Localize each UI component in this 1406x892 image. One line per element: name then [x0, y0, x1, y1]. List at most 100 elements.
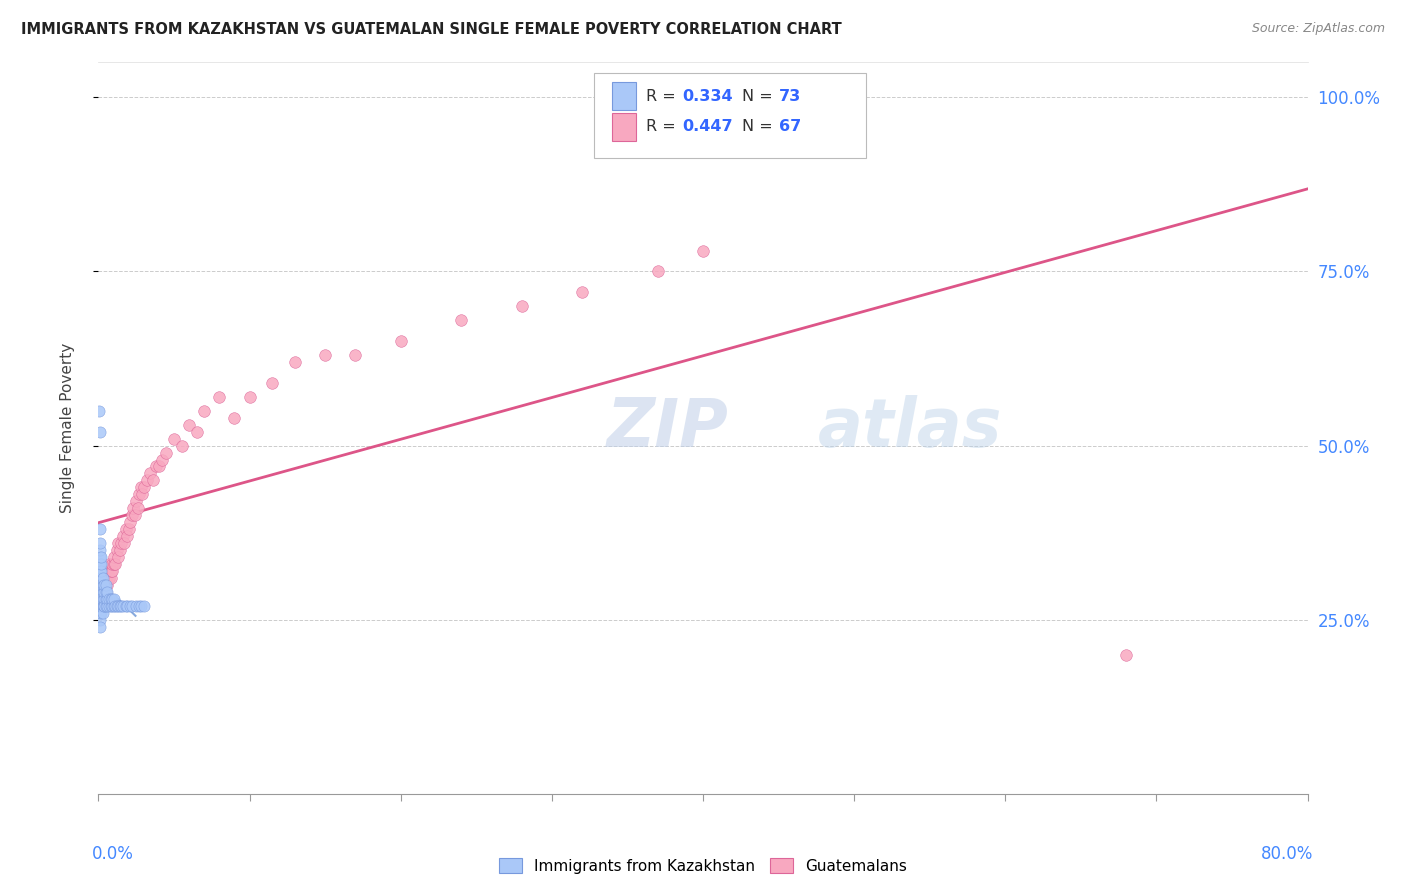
Point	[90, 578, 112, 592]
Point	[94, 585, 117, 599]
Text: Source: ZipAtlas.com: Source: ZipAtlas.com	[1251, 22, 1385, 36]
Point	[112, 536, 135, 550]
Point	[105, 599, 128, 613]
Point	[89, 606, 111, 620]
Point	[89, 557, 111, 571]
Point	[98, 599, 121, 613]
Point	[103, 599, 125, 613]
Point	[89, 571, 111, 585]
Point	[224, 410, 246, 425]
Point	[93, 585, 115, 599]
Point	[96, 599, 118, 613]
Point	[91, 578, 114, 592]
Point	[89, 585, 111, 599]
Point	[93, 578, 115, 592]
Point	[89, 536, 111, 550]
Point	[91, 591, 114, 606]
Text: 80.0%: 80.0%	[1261, 845, 1313, 863]
Point	[132, 480, 155, 494]
Point	[90, 591, 112, 606]
Point	[150, 452, 173, 467]
Text: N =: N =	[742, 88, 778, 103]
Point	[98, 591, 121, 606]
Point	[94, 571, 117, 585]
Text: R =: R =	[647, 88, 681, 103]
Point	[101, 564, 124, 578]
Point	[91, 599, 114, 613]
Point	[122, 501, 145, 516]
Point	[89, 543, 111, 558]
FancyBboxPatch shape	[613, 82, 637, 110]
Point	[94, 585, 117, 599]
Point	[131, 487, 153, 501]
Text: atlas: atlas	[818, 395, 1002, 461]
Point	[98, 571, 121, 585]
Text: 73: 73	[779, 88, 801, 103]
Point	[94, 599, 117, 613]
Point	[344, 348, 367, 362]
Point	[108, 543, 131, 558]
Point	[124, 508, 146, 523]
Point	[100, 591, 122, 606]
Point	[91, 571, 114, 585]
Point	[96, 585, 118, 599]
Point	[208, 390, 231, 404]
Point	[107, 536, 129, 550]
Text: N =: N =	[742, 120, 778, 135]
Point	[132, 599, 155, 613]
Point	[90, 564, 112, 578]
Point	[104, 557, 127, 571]
Point	[96, 578, 118, 592]
Point	[91, 585, 114, 599]
Point	[104, 599, 127, 613]
Point	[145, 459, 167, 474]
Point	[127, 501, 149, 516]
Point	[93, 591, 115, 606]
Point	[90, 585, 112, 599]
Point	[89, 591, 111, 606]
Point	[179, 417, 201, 432]
Y-axis label: Single Female Poverty: Single Female Poverty	[60, 343, 75, 513]
Point	[103, 557, 125, 571]
Point	[91, 578, 114, 592]
Point	[89, 564, 111, 578]
Text: R =: R =	[647, 120, 681, 135]
Point	[129, 599, 152, 613]
Point	[89, 613, 111, 627]
Point	[89, 549, 111, 564]
Point	[90, 571, 112, 585]
Point	[121, 599, 143, 613]
Point	[93, 578, 115, 592]
Point	[125, 599, 148, 613]
Point	[110, 599, 132, 613]
Point	[284, 355, 307, 369]
Point	[90, 591, 112, 606]
Point	[89, 599, 111, 613]
Point	[128, 487, 150, 501]
Point	[90, 557, 112, 571]
FancyBboxPatch shape	[595, 73, 866, 158]
Point	[89, 599, 111, 613]
Point	[93, 591, 115, 606]
Point	[89, 571, 111, 585]
Point	[100, 599, 122, 613]
Point	[90, 585, 112, 599]
Point	[89, 591, 111, 606]
Point	[129, 480, 152, 494]
Point	[89, 425, 111, 439]
Point	[94, 578, 117, 592]
Point	[107, 599, 129, 613]
Point	[135, 474, 157, 488]
Point	[96, 591, 118, 606]
Point	[94, 591, 117, 606]
Text: 67: 67	[779, 120, 801, 135]
Point	[101, 557, 124, 571]
Point	[647, 264, 669, 278]
Text: 0.334: 0.334	[682, 88, 733, 103]
Point	[314, 348, 336, 362]
Point	[120, 599, 142, 613]
Point	[89, 522, 111, 536]
Point	[111, 529, 134, 543]
Point	[89, 620, 111, 634]
Point	[91, 599, 114, 613]
